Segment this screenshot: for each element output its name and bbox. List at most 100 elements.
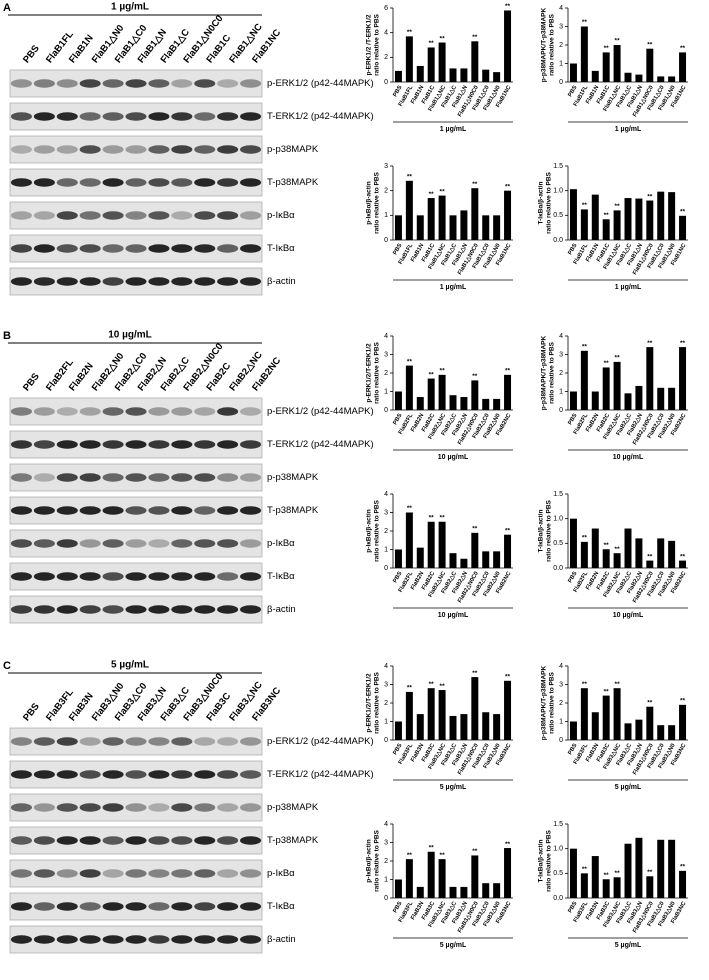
y-tick-label: 4 [384, 333, 388, 340]
band [10, 770, 32, 779]
band [10, 178, 32, 187]
significance-label: ** [647, 869, 653, 876]
band [125, 244, 147, 253]
significance-label: ** [647, 41, 653, 48]
bar [624, 198, 632, 240]
bar [613, 361, 621, 410]
band [148, 112, 170, 121]
bar [624, 528, 632, 568]
significance-label: ** [582, 535, 588, 542]
band [79, 902, 101, 911]
y-tick-label: 1 [559, 60, 563, 67]
band [10, 539, 32, 548]
band [217, 803, 239, 812]
band [79, 473, 101, 482]
band [194, 935, 216, 944]
y-tick-label: 1.0 [553, 188, 563, 195]
bar [668, 76, 676, 82]
band [79, 605, 101, 614]
band [171, 506, 193, 515]
bar [416, 397, 424, 410]
significance-label: ** [407, 852, 413, 859]
y-axis-label: ratio relative to PBS [374, 829, 381, 891]
significance-label: ** [582, 202, 588, 209]
bar [405, 365, 413, 410]
row-label: T-p38MAPK [267, 505, 319, 516]
y-axis-label: p-IκBα/β-actin [366, 181, 373, 224]
band [33, 539, 55, 548]
bar [591, 712, 599, 740]
band [102, 803, 124, 812]
band [10, 145, 32, 154]
bar [405, 36, 413, 82]
bar [657, 387, 665, 410]
bar [657, 76, 665, 82]
significance-label: ** [680, 553, 686, 560]
bar [602, 219, 610, 240]
y-tick-label: 4 [384, 491, 388, 498]
band [33, 836, 55, 845]
significance-label: ** [647, 553, 653, 560]
y-tick-label: 4 [559, 663, 563, 670]
band [79, 79, 101, 88]
x-tick-label: PBS [392, 901, 403, 914]
y-tick-label: 3 [559, 351, 563, 358]
concentration: 1 µg/mL [111, 2, 149, 13]
concentration: 10 µg/mL [108, 330, 152, 341]
bar [394, 879, 402, 898]
band [56, 902, 78, 911]
band [10, 211, 32, 220]
row-label: p-IκBα [267, 868, 295, 879]
bar [580, 541, 588, 568]
band [171, 79, 193, 88]
y-tick-label: 1 [384, 388, 388, 395]
band [217, 112, 239, 121]
significance-label: ** [680, 45, 686, 52]
significance-label: ** [615, 681, 621, 688]
y-axis-label: ratio relative to PBS [546, 171, 553, 233]
x-axis-label: 1 µg/mL [440, 284, 467, 291]
y-axis-label: ratio relative to PBS [374, 171, 381, 233]
x-tick-label: PBS [392, 743, 403, 756]
band [240, 440, 262, 449]
bar [635, 385, 643, 410]
bar [591, 391, 599, 410]
band [171, 277, 193, 286]
band [148, 145, 170, 154]
band [217, 277, 239, 286]
band [240, 506, 262, 515]
significance-label: ** [647, 699, 653, 706]
band [194, 407, 216, 416]
bar [668, 725, 676, 740]
bar [668, 540, 676, 568]
x-tick-label: PBS [567, 243, 578, 256]
bar [438, 690, 446, 740]
y-tick-label: 1.5 [553, 821, 563, 828]
band [10, 506, 32, 515]
y-axis-label: p-p38MAPK/T-p38MAPK [541, 8, 548, 83]
band [125, 178, 147, 187]
y-tick-label: 2 [559, 370, 563, 377]
bar [427, 198, 435, 240]
band [217, 145, 239, 154]
bar [394, 721, 402, 740]
bar [504, 10, 512, 82]
bar [449, 215, 457, 240]
bar [624, 723, 632, 740]
bar [635, 837, 643, 898]
significance-label: ** [680, 209, 686, 216]
band [240, 737, 262, 746]
band [125, 869, 147, 878]
band [217, 178, 239, 187]
band [125, 112, 147, 121]
band [33, 211, 55, 220]
bar [569, 189, 577, 240]
band [171, 605, 193, 614]
band [33, 79, 55, 88]
row-label: T-ERK1/2 (p42-44MAPK) [267, 439, 374, 450]
y-tick-label: 2 [384, 700, 388, 707]
band [217, 869, 239, 878]
row-label: p-ERK1/2 (p42-44MAPK) [267, 736, 374, 747]
bar [624, 843, 632, 898]
significance-label: ** [615, 203, 621, 210]
